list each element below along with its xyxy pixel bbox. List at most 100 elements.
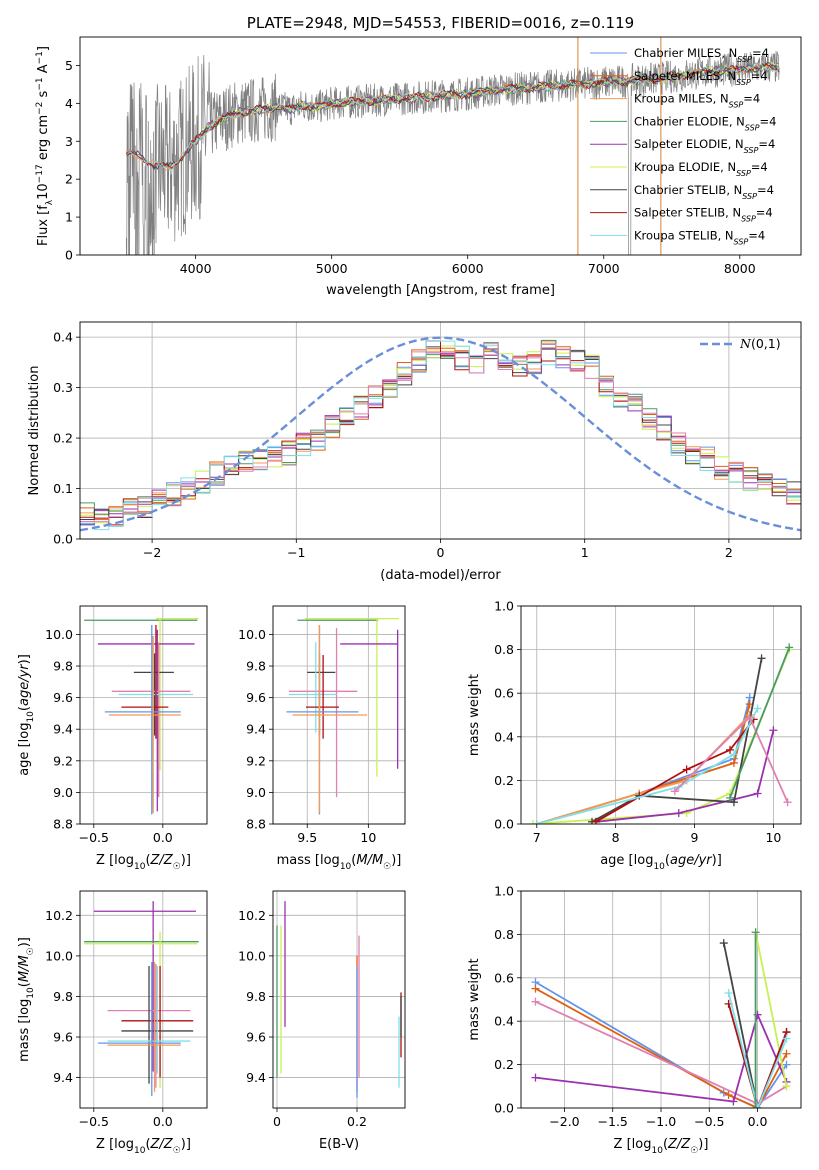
y-tick-label: 0.4 — [494, 729, 514, 744]
x-axis-label: mass [log10(M/M☉)] — [277, 853, 402, 872]
x-axis-label: (data-model)/error — [380, 568, 501, 583]
y-axis-label: Flux [fλ10−17 erg cm−2 s−1 A−1] — [35, 46, 55, 246]
y-axis-label: age [log10(age/yr)] — [17, 654, 36, 776]
series-marker — [531, 997, 540, 1006]
figure-title: PLATE=2948, MJD=54553, FIBERID=0016, z=0… — [247, 14, 634, 32]
model-spectrum-line — [126, 61, 780, 171]
axes-frame — [79, 890, 208, 1109]
x-tick-label: −0.5 — [79, 1114, 109, 1129]
series-marker — [782, 1060, 791, 1069]
observed-spectrum — [125, 50, 780, 255]
series-marker — [751, 928, 760, 937]
x-axis-label: Z [log10(Z/Z☉)] — [96, 1137, 191, 1156]
series-line — [595, 718, 755, 823]
series-line — [536, 697, 751, 824]
legend-entry: Salpeter ELODIE, NSSP=4 — [634, 137, 775, 155]
plot-area-age_vs_Z — [84, 617, 199, 815]
series-marker — [782, 1049, 791, 1058]
y-tick-label: 0.2 — [494, 1057, 514, 1072]
series-marker — [753, 704, 762, 713]
x-tick-label: 9.5 — [297, 830, 317, 845]
x-tick-label: 4000 — [180, 261, 212, 276]
series-line — [536, 708, 759, 824]
y-axis-label: mass weight — [467, 674, 482, 756]
series-marker — [532, 820, 541, 824]
y-tick-label: 10.2 — [45, 908, 73, 923]
x-tick-label: −0.5 — [694, 1114, 724, 1129]
x-tick-label: −1.0 — [646, 1114, 676, 1129]
spectrum-legend: Chabrier MILES, NSSP=4 Salpeter MILES, NS… — [590, 46, 776, 246]
model-spectrum-line — [126, 62, 780, 171]
plot-area-residuals — [80, 336, 801, 532]
x-tick-label: 5000 — [316, 261, 348, 276]
y-tick-label: 3 — [65, 134, 73, 149]
x-tick-label: 0.0 — [153, 830, 173, 845]
y-tick-label: 10.0 — [238, 948, 266, 963]
y-tick-label: 0.0 — [53, 532, 73, 547]
series-marker — [745, 713, 754, 722]
y-tick-label: 8.8 — [246, 817, 266, 832]
series-marker — [757, 654, 766, 663]
series-marker — [753, 789, 762, 798]
y-tick-label: 9.8 — [53, 989, 73, 1004]
x-tick-label: 0.0 — [748, 1114, 768, 1129]
x-axis-label: E(B-V) — [319, 1137, 359, 1152]
x-tick-label: 9 — [691, 830, 699, 845]
x-tick-label: −1 — [287, 545, 305, 560]
series-marker — [724, 988, 733, 997]
x-axis-label: Z [log10(Z/Z☉)] — [96, 853, 191, 872]
y-tick-label: 0.6 — [494, 686, 514, 701]
series-marker — [726, 793, 735, 802]
series-line — [727, 1003, 788, 1108]
series-marker — [719, 939, 728, 948]
y-tick-label: 10.0 — [238, 627, 266, 642]
y-tick-label: 9.0 — [246, 785, 266, 800]
series-line — [591, 658, 763, 823]
x-tick-label: 1 — [581, 545, 589, 560]
legend-entry: Chabrier STELIB, NSSP=4 — [634, 183, 774, 201]
series-marker — [783, 798, 792, 807]
series-line — [536, 714, 751, 824]
y-tick-label: 2 — [65, 172, 73, 187]
axes-frame — [272, 890, 406, 1109]
x-tick-label: 8 — [612, 830, 620, 845]
histogram-step-line — [80, 340, 801, 526]
axes-mass_vs_Z: −0.5 0.0 9.4 9.6 9.8 10.0 10.2 Z [log10(Z/Z☉)] m… — [17, 890, 208, 1156]
series-marker — [751, 1104, 760, 1108]
y-tick-label: 0 — [65, 248, 73, 263]
model-spectrum-line — [195, 63, 779, 145]
y-tick-label: 4 — [65, 96, 73, 111]
y-tick-label: 10.2 — [238, 908, 266, 923]
axes-frame — [520, 890, 802, 1109]
axes-age_vs_mass: 9.5 10 8.8 9.0 9.2 9.4 9.6 9.8 10.0 mass [log10(M… — [238, 605, 406, 872]
y-tick-label: 9.8 — [53, 659, 73, 674]
x-axis-label: age [log10(age/yr)] — [600, 853, 722, 872]
plot-area-massweight_vs_Z — [531, 928, 791, 1108]
series-marker — [682, 765, 691, 774]
x-tick-label: 7000 — [588, 261, 620, 276]
series-marker — [591, 817, 600, 824]
plot-area-mass_vs_Z — [84, 901, 199, 1096]
y-tick-label: 0.4 — [53, 330, 73, 345]
legend-entry: Chabrier ELODIE, NSSP=4 — [634, 114, 776, 131]
y-tick-label: 10.0 — [45, 948, 73, 963]
y-tick-label: 0.1 — [53, 481, 73, 496]
x-tick-label: 6000 — [452, 261, 484, 276]
axes-age_vs_Z: −0.5 0.0 8.8 9.0 9.2 9.4 9.6 9.8 10.0 Z [log10(Z/… — [17, 605, 208, 872]
y-tick-label: 0.2 — [53, 431, 73, 446]
x-tick-label: −1.5 — [598, 1114, 628, 1129]
y-tick-label: 0.3 — [53, 380, 73, 395]
x-axis-label: wavelength [Angstrom, rest frame] — [326, 283, 555, 298]
y-tick-label: 0.4 — [494, 1014, 514, 1029]
y-tick-label: 9.4 — [53, 722, 73, 737]
x-tick-label: 0 — [437, 545, 445, 560]
series-line — [535, 987, 788, 1108]
series-marker — [753, 1104, 762, 1108]
y-tick-label: 9.0 — [53, 785, 73, 800]
x-tick-label: −2.0 — [549, 1114, 579, 1129]
series-marker — [769, 726, 778, 735]
y-tick-label: 1 — [65, 210, 73, 225]
axes-frame — [79, 36, 802, 256]
y-tick-label: 5 — [65, 58, 73, 73]
